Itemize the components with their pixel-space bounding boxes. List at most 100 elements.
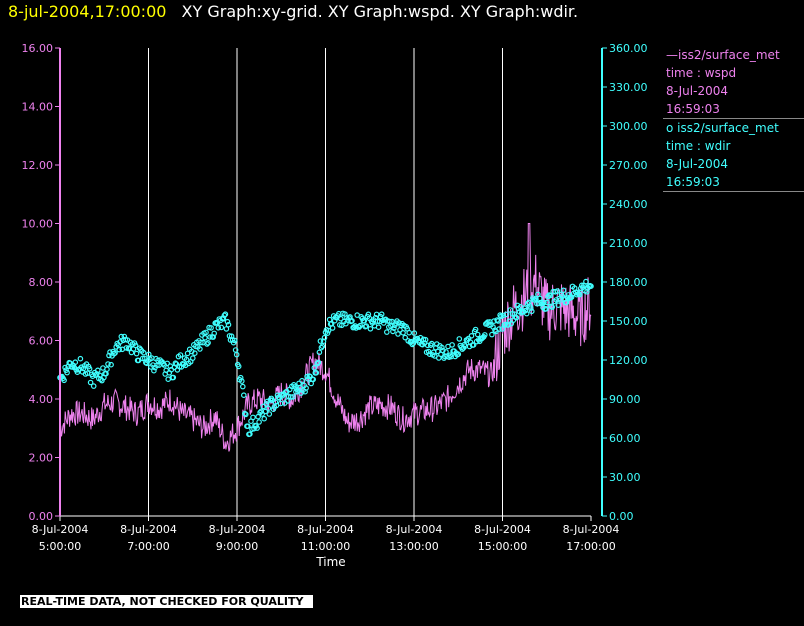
wdir-point: [514, 302, 521, 309]
y-right-tick-label: 360.00: [609, 42, 648, 55]
wdir-point: [265, 405, 272, 412]
y-right-tick-label: 210.00: [609, 237, 648, 250]
wdir-point: [272, 399, 279, 406]
wdir-point: [428, 340, 435, 347]
wdir-point: [503, 311, 510, 318]
wdir-point: [116, 346, 123, 353]
wdir-point: [541, 299, 547, 306]
wdir-point: [87, 379, 94, 386]
wdir-point: [192, 350, 198, 357]
wdir-point: [256, 419, 262, 425]
wdir-point: [106, 352, 112, 359]
wdir-point: [528, 308, 535, 315]
wdir-point: [112, 350, 118, 356]
wdir-point: [321, 334, 328, 341]
wdir-point: [197, 346, 203, 352]
wdir-point: [164, 360, 171, 367]
wdir-point: [522, 307, 529, 314]
legend: —iss2/surface_met time : wspd 8-Jul-2004…: [663, 46, 804, 192]
wdir-point: [220, 315, 227, 322]
wdir-point: [104, 366, 110, 373]
x-tick-label-date: 8-Jul-2004: [297, 523, 354, 536]
wdir-point: [422, 336, 429, 343]
wdir-point: [310, 376, 317, 383]
wdir-point: [320, 338, 327, 345]
wdir-point: [240, 383, 246, 390]
wdir-point: [544, 299, 550, 306]
quality-disclaimer: REAL-TIME DATA, NOT CHECKED FOR QUALITY: [20, 595, 314, 608]
wdir-point: [406, 329, 413, 336]
wdir-point: [225, 321, 232, 328]
y-left-tick-label: 2.00: [29, 452, 54, 465]
wdir-point: [261, 415, 268, 422]
wdir-point: [77, 355, 84, 362]
wdir-point: [108, 361, 114, 368]
wdir-point: [140, 349, 147, 356]
y-right-tick-label: 90.00: [609, 393, 641, 406]
x-tick-label-time: 15:00:00: [478, 540, 527, 553]
wdir-point: [495, 318, 501, 324]
wdir-point: [208, 325, 214, 331]
grid-lines: [148, 48, 503, 516]
wdir-point: [349, 317, 355, 324]
legend-wspd-field: time : wspd: [666, 66, 737, 80]
y-right-tick-label: 30.00: [609, 471, 641, 484]
x-tick-label-date: 8-Jul-2004: [209, 523, 266, 536]
y-left-tick-label: 10.00: [22, 218, 54, 231]
wdir-point: [527, 305, 534, 311]
wdir-point: [215, 324, 222, 331]
header-timestamp: 8-jul-2004,17:00:00: [8, 2, 167, 21]
wdir-point: [243, 411, 249, 418]
legend-wspd-header: —iss2/surface_met: [666, 46, 804, 64]
y-right-tick-label: 0.00: [609, 510, 634, 523]
x-tick-label-date: 8-Jul-2004: [386, 523, 443, 536]
wdir-point: [316, 349, 323, 356]
wdir-point: [303, 385, 309, 391]
legend-entry-wdir: o iss2/surface_met time : wdir 8-Jul-200…: [663, 119, 804, 192]
wdir-point: [560, 287, 567, 294]
wdir-point: [391, 325, 397, 332]
wdir-point: [105, 361, 111, 367]
wdir-point: [235, 363, 242, 370]
wdir-point: [325, 327, 332, 334]
wdir-point: [86, 365, 93, 372]
wdir-point: [468, 332, 475, 339]
wdir-point: [233, 351, 240, 358]
wdir-point: [378, 311, 385, 318]
wdir-point: [241, 392, 247, 399]
legend-entry-wspd: —iss2/surface_met time : wspd 8-Jul-2004…: [663, 46, 804, 119]
wdir-point: [402, 334, 409, 341]
x-tick-label-time: 17:00:00: [566, 540, 615, 553]
wdir-point: [425, 348, 432, 355]
wdir-point: [207, 334, 213, 340]
wdir-point: [319, 343, 326, 350]
wdir-point: [547, 292, 554, 299]
wdir-point: [554, 288, 561, 294]
wdir-point: [299, 377, 305, 384]
wdir-point: [255, 413, 261, 420]
y-left-tick-label: 0.00: [29, 510, 54, 523]
legend-wdir-header: o iss2/surface_met: [666, 119, 804, 137]
y-right-tick-label: 60.00: [609, 432, 641, 445]
x-tick-label-date: 8-Jul-2004: [32, 523, 89, 536]
wdir-point: [139, 355, 146, 362]
wdir-point: [222, 311, 229, 318]
wdir-point: [223, 326, 230, 332]
legend-wspd-label: iss2/surface_met: [678, 48, 780, 62]
legend-wspd-marker: —: [666, 48, 678, 62]
wdir-point: [324, 330, 331, 337]
wdir-point: [411, 330, 418, 336]
wdir-point: [455, 351, 462, 358]
wdir-point: [254, 425, 260, 431]
y-right-tick-label: 180.00: [609, 276, 648, 289]
wdir-point: [543, 305, 549, 312]
wdir-point: [474, 331, 481, 338]
wdir-point: [204, 341, 210, 347]
wdir-point: [80, 365, 87, 372]
wdir-point: [357, 322, 364, 329]
wdir-point: [513, 314, 520, 321]
wdir-point: [549, 304, 556, 310]
wdir-point: [132, 342, 139, 349]
wspd-line: [59, 223, 592, 452]
wdir-point: [95, 367, 101, 374]
